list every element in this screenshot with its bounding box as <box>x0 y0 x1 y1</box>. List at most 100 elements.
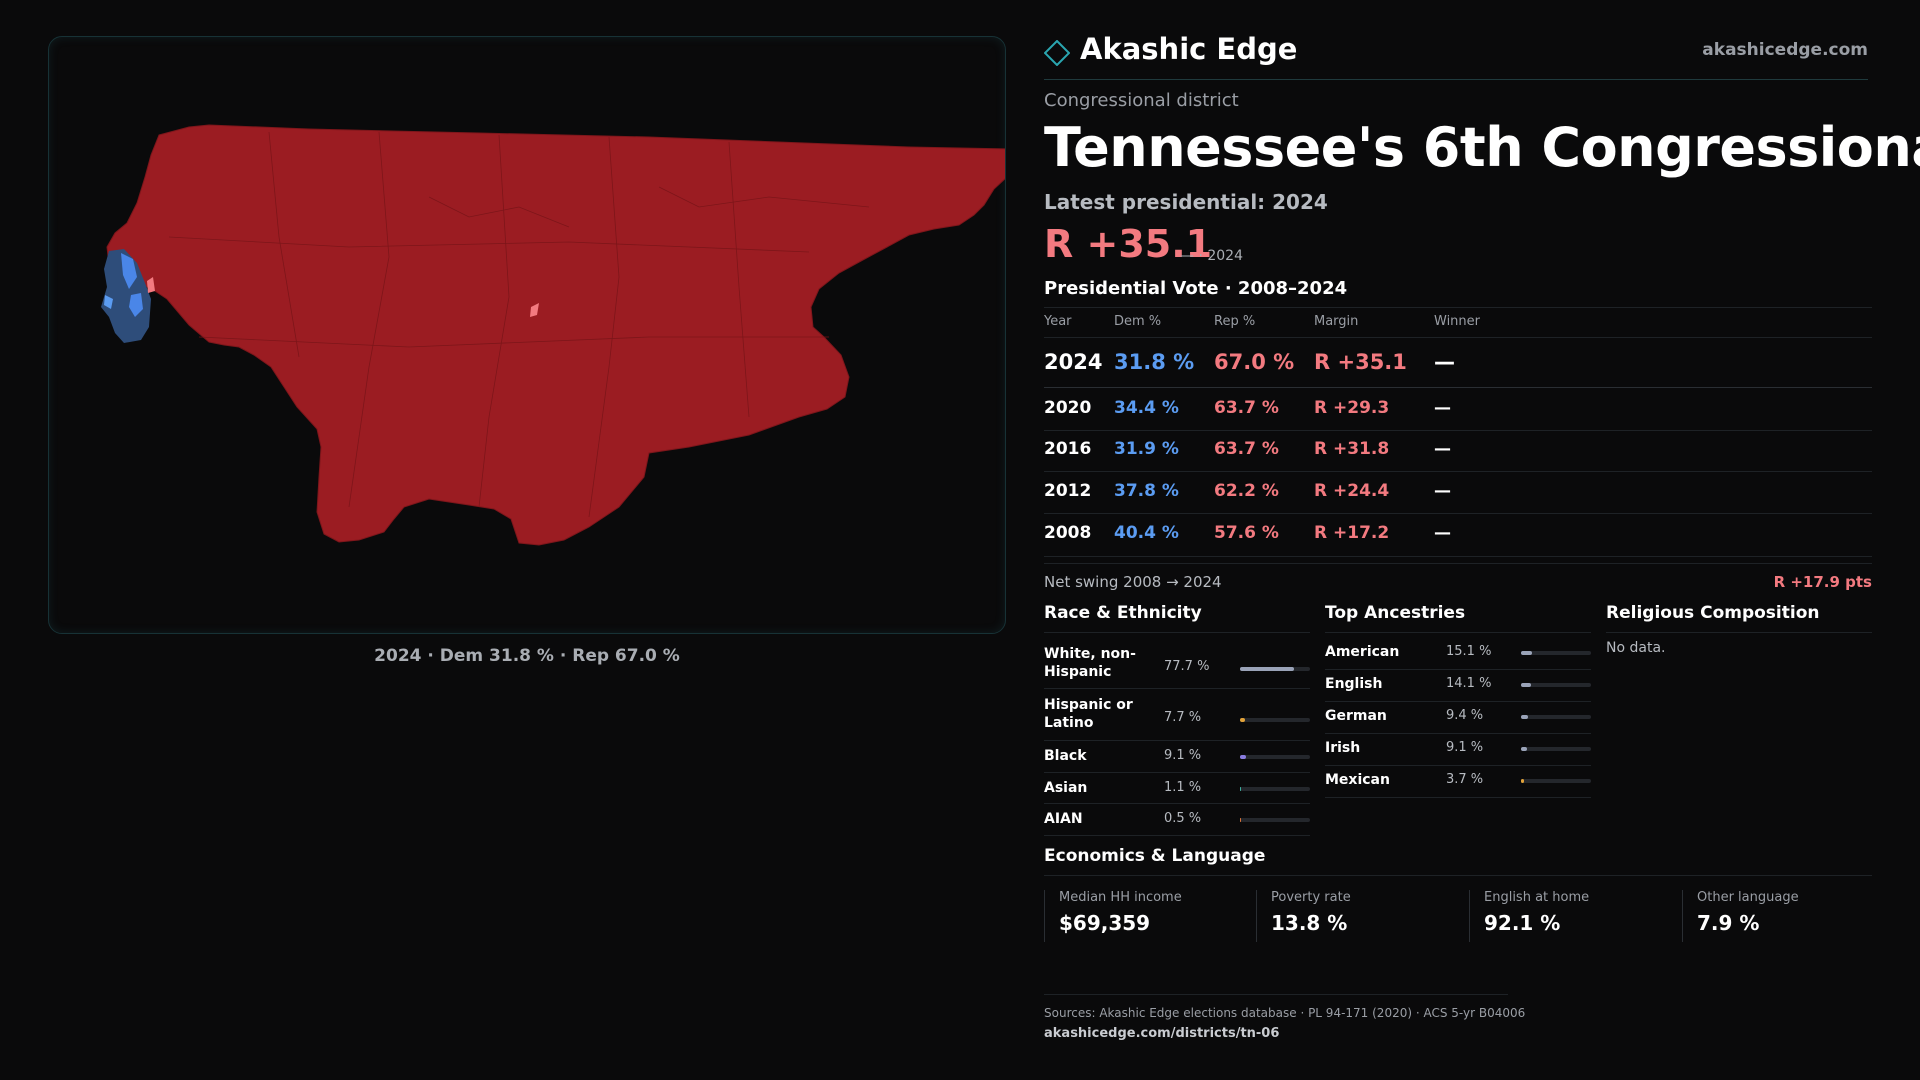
ancestry-bar-fill <box>1521 747 1528 751</box>
divider <box>1044 430 1872 431</box>
latest-presidential-label: Latest presidential: 2024 <box>1044 190 1328 214</box>
ancestry-bar <box>1521 651 1591 655</box>
ancestry-section-title: Top Ancestries <box>1325 603 1466 623</box>
ancestry-bar <box>1521 779 1591 783</box>
econ-card-other-language: Other language 7.9 % <box>1682 890 1799 942</box>
race-pct: 7.7 % <box>1164 710 1202 725</box>
district-map[interactable] <box>48 36 1006 634</box>
divider <box>1044 513 1872 514</box>
ancestry-pct: 15.1 % <box>1446 644 1492 659</box>
net-swing-value: R +17.9 pts <box>1773 573 1872 591</box>
row-winner: — <box>1434 439 1451 459</box>
divider <box>1044 632 1310 633</box>
race-label: AIAN <box>1044 811 1083 827</box>
divider <box>1044 994 1508 995</box>
district-panel: Akashic Edge akashicedge.com Congression… <box>1044 0 1920 1080</box>
divider <box>1325 765 1591 766</box>
ancestry-pct: 14.1 % <box>1446 676 1492 691</box>
ancestry-label: American <box>1325 644 1400 660</box>
econ-card-income: Median HH income $69,359 <box>1044 890 1182 942</box>
row-year: 2016 <box>1044 439 1092 459</box>
divider <box>1325 701 1591 702</box>
brand-name: Akashic Edge <box>1080 32 1298 66</box>
race-label: Black <box>1044 748 1087 764</box>
divider <box>1044 556 1872 557</box>
race-bar <box>1240 787 1310 791</box>
race-label: Hispanic or Latino <box>1044 697 1133 731</box>
row-winner: — <box>1434 481 1451 501</box>
ancestry-bar <box>1521 683 1591 687</box>
ancestry-row: English 14.1 % <box>1325 675 1591 699</box>
latest-margin: R +35.1 <box>1044 222 1213 266</box>
row-margin: R +29.3 <box>1314 398 1390 418</box>
row-year: 2012 <box>1044 481 1092 501</box>
row-margin: R +17.2 <box>1314 523 1390 543</box>
row-year: 2008 <box>1044 523 1092 543</box>
divider <box>1325 669 1591 670</box>
col-header-rep: Rep % <box>1214 314 1256 329</box>
race-bar <box>1240 818 1310 822</box>
divider <box>1606 632 1872 633</box>
ancestry-row: Irish 9.1 % <box>1325 739 1591 763</box>
divider <box>1044 337 1872 338</box>
ancestry-label: English <box>1325 676 1383 692</box>
divider <box>1044 740 1310 741</box>
district-map-svg <box>101 124 1005 546</box>
ancestry-pct: 9.1 % <box>1446 740 1484 755</box>
ancestry-bar-fill <box>1521 683 1531 687</box>
sources-text: Sources: Akashic Edge elections database… <box>1044 1006 1526 1020</box>
row-rep: 63.7 % <box>1214 439 1279 459</box>
row-dem: 40.4 % <box>1114 523 1179 543</box>
ancestry-label: German <box>1325 708 1387 724</box>
race-pct: 1.1 % <box>1164 780 1202 795</box>
row-margin: R +31.8 <box>1314 439 1390 459</box>
race-row: Asian 1.1 % <box>1044 779 1310 803</box>
col-header-dem: Dem % <box>1114 314 1162 329</box>
divider <box>1044 835 1310 836</box>
race-label: Asian <box>1044 780 1088 796</box>
race-bar-fill <box>1240 718 1246 722</box>
ancestry-bar-fill <box>1521 651 1532 655</box>
row-rep: 62.2 % <box>1214 481 1279 501</box>
race-bar-fill <box>1240 755 1247 759</box>
row-dem: 34.4 % <box>1114 398 1179 418</box>
ancestry-label: Mexican <box>1325 772 1390 788</box>
header-divider <box>1044 79 1868 80</box>
county-lines <box>168 131 870 518</box>
race-bar-fill <box>1240 787 1241 791</box>
row-year: 2024 <box>1044 350 1103 374</box>
brand-url[interactable]: akashicedge.com <box>1702 40 1868 60</box>
ancestry-bar-fill <box>1521 779 1524 783</box>
ancestry-row: Mexican 3.7 % <box>1325 771 1591 795</box>
econ-label: Other language <box>1697 890 1799 905</box>
ancestry-row: German 9.4 % <box>1325 707 1591 731</box>
divider <box>1044 307 1872 308</box>
econ-value: $69,359 <box>1059 911 1151 935</box>
row-rep: 57.6 % <box>1214 523 1279 543</box>
ancestry-pct: 9.4 % <box>1446 708 1484 723</box>
race-bar-fill <box>1240 818 1241 822</box>
col-header-year: Year <box>1044 314 1072 329</box>
econ-value: 7.9 % <box>1697 911 1760 935</box>
race-label: White, non-Hispanic <box>1044 646 1136 680</box>
col-header-winner: Winner <box>1434 314 1481 329</box>
race-bar <box>1240 718 1310 722</box>
religion-empty: No data. <box>1606 640 1666 656</box>
econ-label: Poverty rate <box>1271 890 1351 905</box>
ancestry-bar <box>1521 747 1591 751</box>
econ-card-poverty: Poverty rate 13.8 % <box>1256 890 1351 942</box>
row-winner: — <box>1434 523 1451 543</box>
divider <box>1325 733 1591 734</box>
race-pct: 0.5 % <box>1164 811 1202 826</box>
divider <box>1044 803 1310 804</box>
econ-card-english: English at home 92.1 % <box>1469 890 1589 942</box>
race-bar-fill <box>1240 667 1295 671</box>
source-link[interactable]: akashicedge.com/districts/tn-06 <box>1044 1026 1280 1041</box>
row-winner: — <box>1434 350 1455 374</box>
religion-section-title: Religious Composition <box>1606 603 1820 623</box>
ancestry-bar <box>1521 715 1591 719</box>
diamond-icon <box>1044 40 1070 66</box>
row-dem: 31.8 % <box>1114 350 1195 374</box>
race-row: Hispanic or Latino 7.7 % <box>1044 696 1310 736</box>
map-caption: 2024 · Dem 31.8 % · Rep 67.0 % <box>374 646 680 666</box>
